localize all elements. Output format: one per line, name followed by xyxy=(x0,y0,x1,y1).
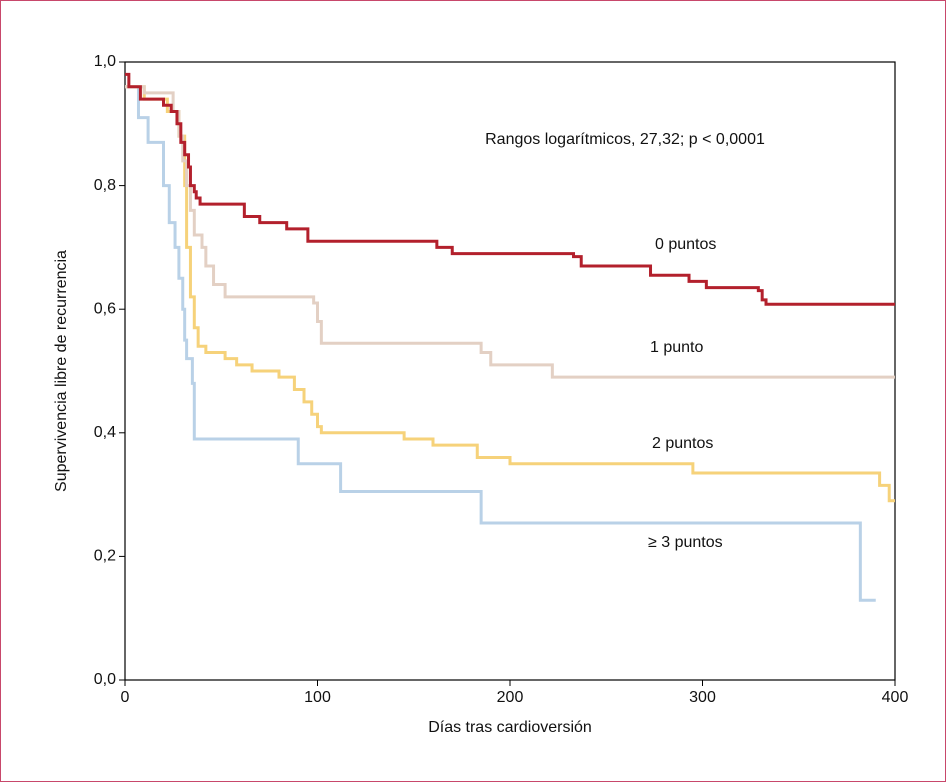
series-label: ≥ 3 puntos xyxy=(648,534,723,551)
x-tick-label: 300 xyxy=(689,689,716,706)
y-tick-label: 0,4 xyxy=(94,424,116,441)
y-tick-label: 0,2 xyxy=(94,548,116,565)
y-tick-label: 0,8 xyxy=(94,177,116,194)
survival-line xyxy=(125,85,876,602)
y-tick-label: 1,0 xyxy=(94,53,116,70)
y-tick-label: 0,0 xyxy=(94,671,116,688)
y-axis-label: Supervivencia libre de recurrencia xyxy=(53,250,70,492)
x-tick-label: 100 xyxy=(304,689,331,706)
series-label: 1 punto xyxy=(650,339,703,356)
annotation: Rangos logarítmicos, 27,32; p < 0,0001 xyxy=(485,131,765,148)
x-tick-label: 400 xyxy=(882,689,909,706)
y-tick-label: 0,6 xyxy=(94,300,116,317)
x-tick-label: 0 xyxy=(121,689,130,706)
x-axis-label: Días tras cardioversión xyxy=(428,719,592,736)
survival-line xyxy=(125,72,895,306)
series-label: 0 puntos xyxy=(655,236,716,253)
x-tick-label: 200 xyxy=(497,689,524,706)
series-label: 2 puntos xyxy=(652,435,713,452)
survival-line xyxy=(125,85,895,379)
